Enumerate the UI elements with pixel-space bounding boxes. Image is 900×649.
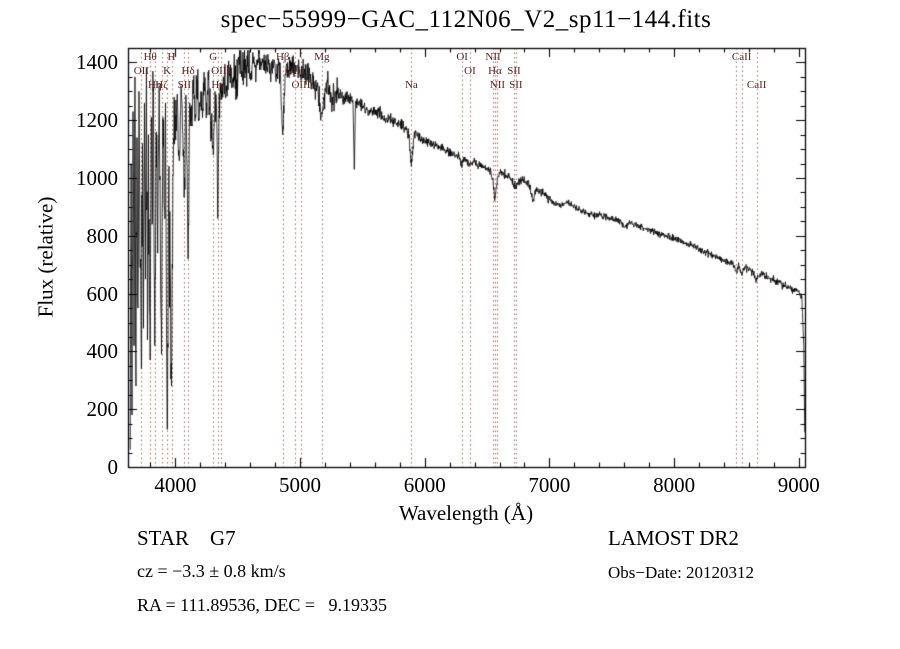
spectral-line-label: Hβ xyxy=(275,51,290,63)
spectral-line-label: OI xyxy=(464,65,476,77)
x-tick-label: 4000 xyxy=(154,473,197,497)
y-tick-label: 1200 xyxy=(76,108,118,133)
x-tick-label: 6000 xyxy=(403,473,446,497)
spectral-line-label: OIII xyxy=(211,65,231,77)
spectral-line-label: CaII xyxy=(746,79,767,91)
plot-title: spec−55999−GAC_112N06_V2_sp11−144.fits xyxy=(220,6,712,33)
spectral-line-label: K xyxy=(163,65,172,77)
spectral-line-label: Hη xyxy=(147,79,162,91)
spectral-line-label: OIII xyxy=(291,79,311,91)
spectral-line-label: NII xyxy=(485,51,501,63)
y-tick-label: 800 xyxy=(86,223,119,248)
x-tick-label: 8000 xyxy=(653,473,696,497)
spectral-line-label: SII xyxy=(509,79,523,91)
spectral-line-label: Hθ xyxy=(143,51,157,63)
spectral-line-label: NII xyxy=(489,79,506,91)
spectral-line-label: OII xyxy=(133,65,149,77)
spectral-line-label: OIII xyxy=(285,65,305,77)
y-tick-label: 200 xyxy=(86,397,119,422)
spectral-line-label: H xyxy=(167,51,176,63)
y-tick-label: 400 xyxy=(86,339,119,364)
y-tick-label: 1400 xyxy=(76,50,118,75)
x-tick-label: 9000 xyxy=(777,473,820,497)
spectral-line-label: SII xyxy=(177,79,192,91)
x-axis-label: Wavelength (Å) xyxy=(398,501,534,525)
y-tick-label: 1000 xyxy=(76,166,118,191)
spectral-line-label: CaII xyxy=(731,51,752,63)
spectral-line-label: G xyxy=(209,51,218,63)
obs-date-label: Obs−Date: 20120312 xyxy=(608,563,755,582)
x-tick-label: 7000 xyxy=(528,473,571,497)
ra-dec-label: RA = 111.89536, DEC = 9.19335 xyxy=(137,595,387,615)
spectral-line-label: Hγ xyxy=(211,79,225,91)
y-tick-label: 0 xyxy=(107,455,119,479)
spectral-line-label: OI xyxy=(456,51,468,63)
spectral-line-label: Hζ xyxy=(155,79,168,91)
y-tick-label: 600 xyxy=(86,281,119,306)
spectral-line-label: Na xyxy=(404,79,418,91)
spectral-line-label: SII xyxy=(507,65,521,77)
spectral-line-label: Hδ xyxy=(181,65,195,77)
radial-velocity-label: cz = −3.3 ± 0.8 km/s xyxy=(137,561,286,581)
object-class-label: STAR G7 xyxy=(137,526,236,550)
spectral-line-label: Mg xyxy=(314,51,330,63)
survey-label: LAMOST DR2 xyxy=(608,526,739,550)
spectral-line-label: Hα xyxy=(488,65,502,77)
x-tick-label: 5000 xyxy=(279,473,322,497)
